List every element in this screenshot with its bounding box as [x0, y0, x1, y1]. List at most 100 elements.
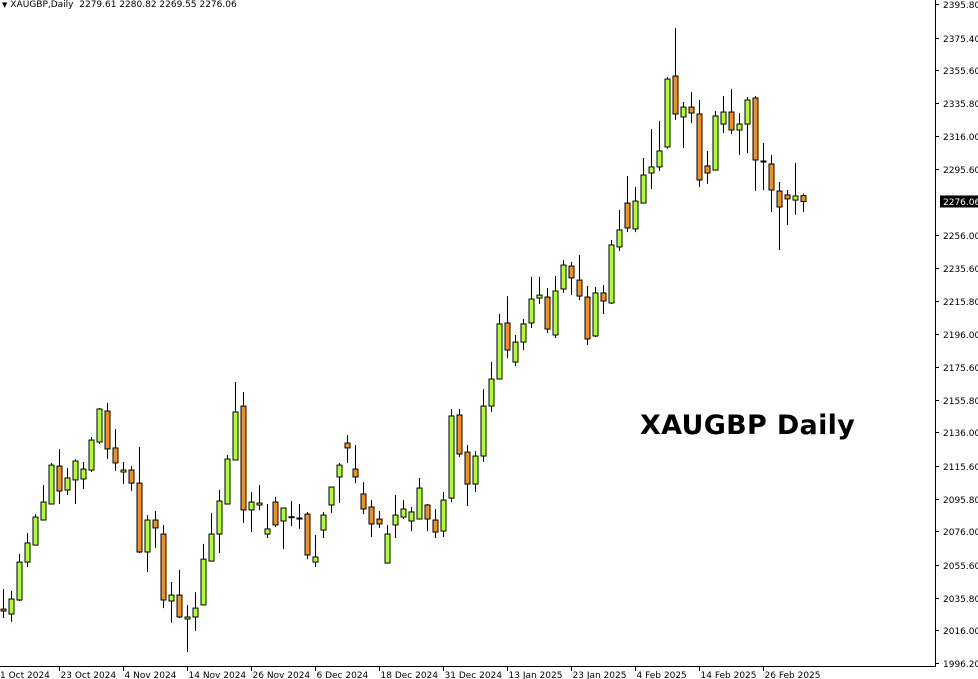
candle: [208, 512, 215, 562]
candle-body-bull: [480, 405, 487, 457]
candle: [720, 96, 727, 133]
candle-body-bear: [784, 194, 791, 200]
price-tick-label: 2355.60: [943, 67, 978, 77]
candles-layer: [0, 28, 807, 652]
candle-body-bull: [592, 292, 599, 337]
price-tick-label: 2295.60: [943, 166, 978, 176]
current-price-label: 2276.06: [943, 198, 978, 208]
price-tick-label: 2215.80: [943, 298, 978, 308]
candle-body-bull: [616, 229, 623, 248]
candle-body-bull: [32, 516, 39, 546]
chart-header: ▼ XAUGBP,Daily 2279.61 2280.82 2269.55 22…: [2, 0, 237, 11]
price-tick-label: 2256.00: [943, 232, 978, 242]
candle-body-bull: [120, 469, 127, 473]
candle: [528, 276, 535, 329]
candle: [248, 491, 255, 533]
candle-body-bull: [256, 502, 263, 506]
candle-body-bull: [512, 341, 519, 363]
candle-body-bull: [416, 487, 423, 520]
candle: [744, 97, 751, 154]
candle-body-bear: [160, 533, 167, 601]
candle-body-bull: [288, 516, 295, 519]
candle-body-bull: [336, 464, 343, 478]
candle: [504, 296, 511, 359]
candle-body-bull: [640, 174, 647, 204]
candle: [624, 176, 631, 233]
candle: [48, 462, 55, 505]
candle: [728, 88, 735, 134]
candle-body-bull: [736, 123, 743, 131]
candle: [800, 193, 807, 213]
candle: [88, 437, 95, 473]
candle-body-bear: [728, 111, 735, 131]
candle-body-bear: [104, 410, 111, 450]
candle: [640, 158, 647, 204]
candle-body-bull: [144, 519, 151, 553]
candle: [704, 150, 711, 184]
candle-body-bull: [8, 598, 15, 615]
price-tick-label: 2095.80: [943, 496, 978, 506]
candle-body-bull: [168, 594, 175, 602]
candle: [32, 514, 39, 546]
candle-body-bear: [272, 501, 279, 526]
candle-body-bull: [328, 486, 335, 506]
candle: [120, 461, 127, 485]
candle: [560, 259, 567, 293]
candle-body-bull: [80, 468, 87, 480]
time-tick-label: 23 Oct 2024: [61, 671, 117, 679]
candle-body-bull: [528, 298, 535, 324]
candle: [136, 446, 143, 554]
candle: [232, 381, 239, 461]
candle: [672, 28, 679, 120]
candle: [256, 485, 263, 510]
candle: [712, 111, 719, 171]
price-tick-label: 2316.00: [943, 133, 978, 143]
candle: [544, 287, 551, 334]
candle: [656, 120, 663, 172]
candle: [352, 444, 359, 484]
price-tick-label: 2115.60: [943, 463, 978, 473]
candle: [152, 510, 159, 549]
candle: [0, 588, 7, 618]
time-tick-label: 18 Dec 2024: [381, 671, 439, 679]
candle-body-bull: [536, 294, 543, 299]
candle-body-bear: [296, 517, 303, 520]
candle: [112, 428, 119, 472]
ohlc-readout: 2279.61 2280.82 2269.55 2276.06: [79, 0, 237, 10]
candle: [376, 510, 383, 528]
time-tick-label: 4 Nov 2024: [125, 671, 177, 679]
candle-body-bull: [552, 290, 559, 336]
candle: [192, 592, 199, 632]
candle: [384, 524, 391, 564]
time-tick-label: 26 Feb 2025: [765, 671, 821, 679]
candle: [40, 485, 47, 521]
candle-body-bear: [360, 493, 367, 510]
candle: [96, 408, 103, 444]
price-tick-label: 2136.00: [943, 429, 978, 439]
collapse-triangle-icon[interactable]: ▼: [2, 1, 8, 9]
candle-body-bull: [472, 455, 479, 485]
candle-body-bear: [240, 405, 247, 511]
time-tick-label: 31 Dec 2024: [445, 671, 503, 679]
candle: [400, 500, 407, 520]
candle-body-bull: [64, 477, 71, 491]
candle-body-bull: [264, 528, 271, 535]
candle: [328, 486, 335, 513]
current-price-label-bg: [940, 195, 978, 208]
candle: [648, 129, 655, 190]
candle-body-bear: [424, 504, 431, 520]
price-axis[interactable]: 2395.80 2375.40 2355.60 2335.80 2316.00 2295.…: [935, 1, 978, 670]
time-axis[interactable]: 1 Oct 2024 23 Oct 2024 4 Nov 2024 14 Nov 20…: [0, 666, 821, 679]
candle-body-bear: [800, 195, 807, 202]
candle: [480, 389, 487, 462]
candle: [448, 409, 455, 503]
candle-body-bull: [88, 439, 95, 471]
candle: [776, 181, 783, 251]
candle-body-bull: [664, 78, 671, 148]
price-tick-label: 2055.60: [943, 562, 978, 572]
candle: [552, 275, 559, 338]
candle: [496, 314, 503, 380]
candle-body-bull: [40, 501, 47, 521]
candle: [72, 459, 79, 505]
